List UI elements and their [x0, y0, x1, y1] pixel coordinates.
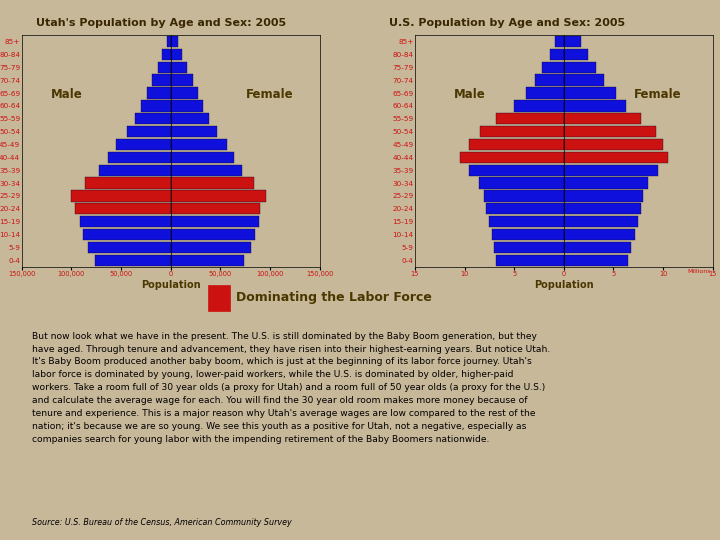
Text: But now look what we have in the present. The U.S. is still dominated by the Bab: But now look what we have in the present… — [32, 332, 550, 443]
Text: Female: Female — [246, 88, 294, 101]
Bar — [564, 165, 658, 176]
Bar — [564, 100, 626, 112]
Bar — [75, 203, 171, 214]
Bar — [564, 203, 642, 214]
Bar — [564, 49, 588, 60]
Bar — [564, 75, 603, 86]
Bar — [564, 126, 656, 137]
Bar — [480, 178, 564, 189]
Text: Female: Female — [634, 88, 682, 101]
Bar — [99, 165, 171, 176]
Bar — [564, 152, 668, 163]
Bar — [116, 139, 171, 150]
Bar — [564, 229, 635, 240]
Bar — [564, 242, 631, 253]
Bar — [85, 178, 171, 189]
Bar — [171, 62, 187, 73]
Text: U.S. Population by Age and Sex: 2005: U.S. Population by Age and Sex: 2005 — [389, 18, 625, 28]
Bar — [141, 100, 171, 112]
Bar — [564, 190, 643, 201]
Bar — [147, 87, 171, 99]
Bar — [171, 242, 251, 253]
Bar — [490, 216, 564, 227]
Bar — [84, 229, 171, 240]
Bar — [171, 100, 203, 112]
Bar — [564, 113, 642, 124]
Bar — [526, 87, 564, 99]
Text: Male: Male — [50, 88, 82, 101]
Bar — [564, 178, 648, 189]
Bar — [480, 126, 564, 137]
Bar — [496, 255, 564, 266]
Bar — [542, 62, 564, 73]
Bar — [564, 62, 595, 73]
Bar — [459, 152, 564, 163]
Bar — [469, 165, 564, 176]
Bar — [80, 216, 171, 227]
Bar — [495, 242, 564, 253]
Bar — [161, 49, 171, 60]
Bar — [555, 36, 564, 47]
Bar — [496, 113, 564, 124]
Bar — [71, 190, 171, 201]
Bar — [158, 62, 171, 73]
Bar — [171, 139, 228, 150]
Bar — [564, 36, 581, 47]
Bar — [171, 203, 260, 214]
Bar — [152, 75, 171, 86]
Bar — [171, 190, 266, 201]
Bar — [171, 255, 244, 266]
X-axis label: Population: Population — [534, 280, 594, 289]
Bar — [166, 36, 171, 47]
Bar — [514, 100, 564, 112]
Bar — [171, 87, 199, 99]
Bar — [171, 36, 178, 47]
Bar — [564, 255, 629, 266]
Bar — [171, 216, 259, 227]
Text: Utah's Population by Age and Sex: 2005: Utah's Population by Age and Sex: 2005 — [36, 18, 286, 28]
Bar — [171, 178, 254, 189]
Bar — [171, 49, 182, 60]
Bar — [171, 126, 217, 137]
Bar — [171, 75, 194, 86]
Bar — [564, 139, 663, 150]
Bar — [535, 75, 564, 86]
Bar — [492, 229, 564, 240]
Text: Male: Male — [454, 88, 485, 101]
Bar — [95, 255, 171, 266]
Bar — [469, 139, 564, 150]
Bar — [127, 126, 171, 137]
Bar — [564, 87, 616, 99]
Bar — [171, 152, 234, 163]
Text: Dominating the Labor Force: Dominating the Labor Force — [236, 291, 432, 303]
Bar — [171, 113, 210, 124]
Text: Millions: Millions — [688, 269, 711, 274]
Bar — [171, 229, 255, 240]
Bar — [88, 242, 171, 253]
Bar — [208, 285, 230, 310]
Bar — [564, 216, 639, 227]
Bar — [171, 165, 242, 176]
Bar — [135, 113, 171, 124]
Text: Source: U.S. Bureau of the Census, American Community Survey: Source: U.S. Bureau of the Census, Ameri… — [32, 518, 292, 527]
Bar — [487, 203, 564, 214]
Bar — [108, 152, 171, 163]
Bar — [485, 190, 564, 201]
Bar — [550, 49, 564, 60]
X-axis label: Population: Population — [140, 280, 200, 289]
